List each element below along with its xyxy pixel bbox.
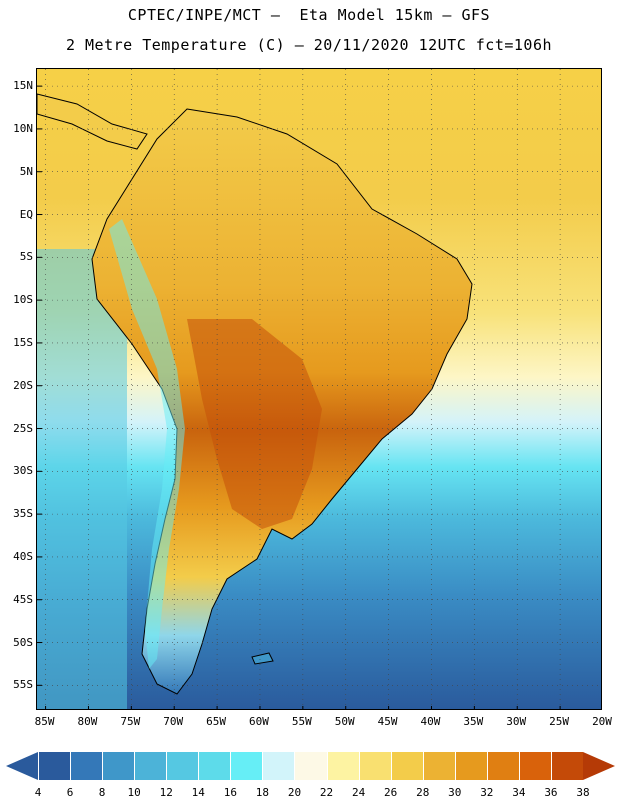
- lat-label-15n: 15N: [13, 79, 33, 93]
- lat-label-10n: 10N: [13, 121, 33, 135]
- colorbar-swatch-7: [230, 752, 263, 780]
- andes-cool-strip: [109, 219, 185, 669]
- lon-label-85w: 85W: [34, 715, 55, 728]
- lon-label-30w: 30W: [506, 715, 527, 728]
- colorbar-swatch-8: [262, 752, 295, 780]
- lat-label-55s: 55S: [13, 678, 33, 692]
- colorbar-arrows: [6, 752, 615, 780]
- lat-label-30s: 30S: [13, 464, 33, 478]
- lon-label-60w: 60W: [249, 715, 269, 728]
- lon-label-55w: 55W: [291, 715, 312, 728]
- colorbar-swatch-17: [550, 752, 583, 780]
- colorbar-swatch-9: [294, 752, 327, 780]
- lat-label-40s: 40S: [13, 549, 33, 563]
- colorbar-label-10: 10: [127, 786, 141, 799]
- colorbar-swatch-10: [326, 752, 359, 780]
- lon-label-20w: 20W: [592, 715, 612, 728]
- colorbar-label-36: 36: [544, 786, 558, 799]
- lat-label-35s: 35S: [13, 507, 33, 521]
- colorbar-label-30: 30: [448, 786, 462, 799]
- graticule: [37, 69, 601, 709]
- lat-label-5n: 5N: [19, 164, 33, 178]
- colorbar-label-28: 28: [416, 786, 430, 799]
- lat-label-15s: 15S: [13, 335, 33, 349]
- colorbar-swatch-11: [358, 752, 391, 780]
- colorbar-label-16: 16: [223, 786, 237, 799]
- colorbar-label-22: 22: [319, 786, 334, 799]
- temperature-map: [36, 68, 602, 710]
- colorbar-label-12: 12: [159, 786, 173, 799]
- lon-label-70w: 70W: [163, 715, 184, 728]
- lon-label-45w: 45W: [377, 715, 398, 728]
- lat-label-20s: 20S: [13, 378, 33, 392]
- colorbar-label-4: 4: [34, 786, 42, 799]
- colorbar-label-32: 32: [480, 786, 494, 799]
- lon-label-50w: 50W: [334, 715, 355, 728]
- colorbar-label-26: 26: [384, 786, 398, 799]
- colorbar-label-20: 20: [287, 786, 302, 799]
- lon-label-65w: 65W: [206, 715, 227, 728]
- colorbar-swatch-1: [38, 752, 71, 780]
- lat-label-10s: 10S: [13, 293, 33, 307]
- colorbar-swatch-15: [486, 752, 519, 780]
- lat-label-5s: 5S: [19, 250, 33, 264]
- lat-label-25s: 25S: [13, 421, 33, 435]
- colorbar-label-34: 34: [512, 786, 526, 799]
- colorbar-swatch-13: [422, 752, 455, 780]
- map-title-line-2: 2 Metre Temperature (C) – 20/11/2020 12U…: [65, 36, 553, 54]
- lon-label-25w: 25W: [549, 715, 570, 728]
- lat-label-50s: 50S: [13, 635, 33, 649]
- colorbar-swatch-5: [166, 752, 199, 780]
- pacific-cool-band: [37, 249, 127, 709]
- map-canvas: [37, 69, 601, 709]
- colorbar-swatch-3: [102, 752, 135, 780]
- lon-label-35w: 35W: [463, 715, 484, 728]
- central-america-landmass: [37, 93, 148, 150]
- falkland-islands: [251, 652, 274, 665]
- colorbar-swatch-6: [198, 752, 231, 780]
- lat-label-eq: EQ: [19, 207, 33, 221]
- colorbar-swatch-2: [70, 752, 103, 780]
- colorbar: 4 6 8 10 12 14 16 18 20 22 24 26 28 30 32 34 36 38: [0, 752, 618, 800]
- colorbar-label-8: 8: [98, 786, 106, 799]
- colorbar-label-6: 6: [66, 786, 74, 799]
- colorbar-swatch-4: [134, 752, 167, 780]
- colorbar-over-arrow: [583, 752, 615, 780]
- colorbar-label-38: 38: [576, 786, 590, 799]
- interior-hot-region: [187, 319, 322, 529]
- colorbar-swatch-12: [390, 752, 423, 780]
- lon-label-75w: 75W: [120, 715, 141, 728]
- lon-label-80w: 80W: [77, 715, 98, 728]
- lat-label-45s: 45S: [13, 592, 33, 606]
- colorbar-label-24: 24: [351, 786, 366, 799]
- colorbar-label-14: 14: [191, 786, 205, 799]
- colorbar-under-arrow: [6, 752, 38, 780]
- map-title-line-1: CPTEC/INPE/MCT – Eta Model 15km – GFS: [127, 6, 491, 24]
- lon-label-40w: 40W: [420, 715, 441, 728]
- colorbar-swatch-14: [454, 752, 487, 780]
- colorbar-label-18: 18: [255, 786, 270, 799]
- colorbar-swatch-16: [518, 752, 551, 780]
